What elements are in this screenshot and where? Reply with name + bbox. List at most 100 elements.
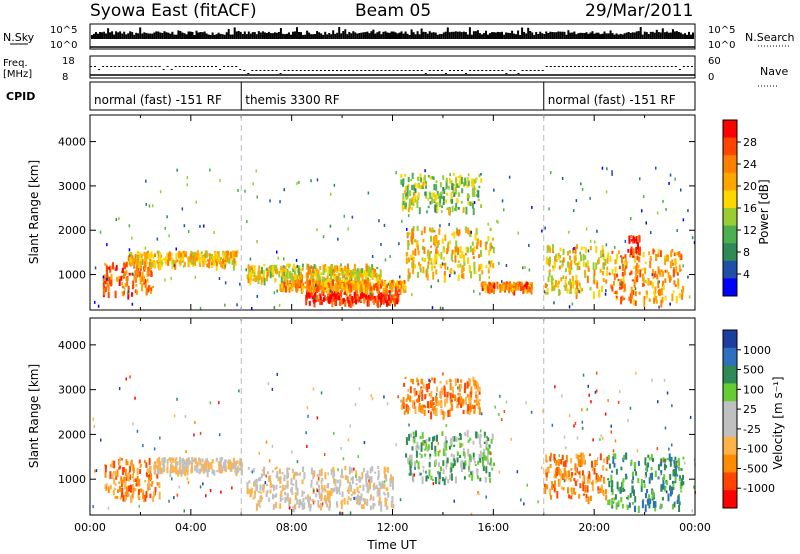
power-echo-scatter [655,166,657,170]
power-echo-cell [308,300,311,306]
nsky-bar [631,32,634,39]
velocity-echo-cell [253,495,256,499]
power-echo-cell [463,181,465,187]
nsky-bar [306,30,309,39]
velocity-echo-cell [431,377,434,381]
power-echo-cell [326,285,329,294]
power-echo-cell [183,261,186,267]
power-echo-scatter [426,210,428,214]
power-echo-scatter [224,303,226,307]
power-echo-cell [356,271,359,280]
power-echo-scatter [179,261,182,265]
nsky-bar [452,31,455,39]
velocity-echo-cell [450,473,453,481]
freq-dot [154,66,157,67]
velocity-echo-cell [126,492,129,497]
velocity-echo-cell [611,497,614,506]
power-echo-cell [313,298,316,304]
power-echo-cell [335,276,338,282]
nsky-bar [619,33,622,39]
freq-bottom-tick: 8 [62,72,68,83]
power-echo-scatter [658,280,660,284]
velocity-echo-cell [472,440,475,445]
power-echo-cell [614,259,617,265]
power-echo-cell [384,298,387,304]
velocity-echo-cell [474,385,477,390]
nsky-bar [603,31,606,39]
power-echo-cell [322,268,325,276]
velocity-echo-cell [158,491,161,500]
velocity-echo-cell [443,393,446,398]
power-echo-cell [649,255,652,261]
power-echo-cell [195,257,198,261]
power-echo-cell [475,228,478,235]
power-echo-cell [520,282,523,287]
power-colorbar-tick-label: 20 [743,180,757,193]
power-echo-cell [308,294,311,299]
velocity-echo-cell [571,491,574,496]
power-echo-cell [613,273,616,281]
velocity-echo-cell [449,378,452,383]
velocity-echo-cell [408,460,411,465]
power-echo-scatter [553,301,555,305]
power-echo-cell [370,287,373,291]
velocity-echo-cell [441,431,444,436]
power-echo-cell [408,232,411,236]
velocity-echo-cell [350,493,353,497]
power-echo-cell [414,182,417,188]
power-echo-cell [353,291,356,299]
velocity-echo-cell [323,485,326,491]
freq-dot [465,73,468,74]
velocity-echo-scatter [136,429,139,433]
freq-dot [198,66,201,67]
nsky-bar [366,31,369,39]
nsky-bar [201,32,204,39]
velocity-echo-cell [317,500,320,507]
freq-dot [287,70,290,71]
power-echo-cell [222,252,225,259]
velocity-echo-scatter [501,418,503,422]
power-echo-cell [681,294,684,300]
freq-dot [444,73,447,74]
power-echo-cell [116,276,119,282]
velocity-echo-cell [423,404,426,408]
velocity-echo-cell [129,474,132,481]
velocity-echo-cell [678,460,681,467]
power-echo-cell [336,281,339,288]
velocity-echo-cell [346,500,349,505]
power-echo-cell [378,295,381,300]
power-echo-cell [584,247,587,254]
velocity-echo-cell [646,489,649,494]
nsky-bar [684,33,686,39]
power-echo-cell [413,184,416,191]
velocity-echo-cell [406,442,409,446]
power-echo-cell [367,283,370,290]
power-echo-cell [451,205,454,213]
power-echo-cell [114,267,117,271]
nsky-bar [344,29,347,39]
power-echo-cell [372,268,375,273]
power-echo-cell [274,277,277,283]
power-echo-cell [567,281,570,285]
nsky-bar [657,32,660,39]
power-echo-cell [631,279,634,282]
nsky-bar [263,32,266,39]
power-echo-cell [150,270,153,277]
velocity-echo-scatter [595,371,598,375]
nsky-bar [436,34,439,39]
velocity-echo-cell [114,471,117,476]
power-echo-cell [127,285,130,293]
power-echo-cell [327,266,330,274]
velocity-echo-cell [579,483,582,489]
velocity-echo-cell [145,471,148,477]
freq-dot [255,70,258,71]
power-echo-cell [619,286,621,290]
power-echo-cell [194,252,197,261]
power-echo-cell [286,271,289,278]
freq-dot [493,70,496,71]
nsky-bar [523,31,526,39]
velocity-echo-cell [324,494,327,501]
nsky-bar [275,32,278,39]
power-echo-cell [233,251,236,257]
velocity-echo-scatter [199,485,202,489]
